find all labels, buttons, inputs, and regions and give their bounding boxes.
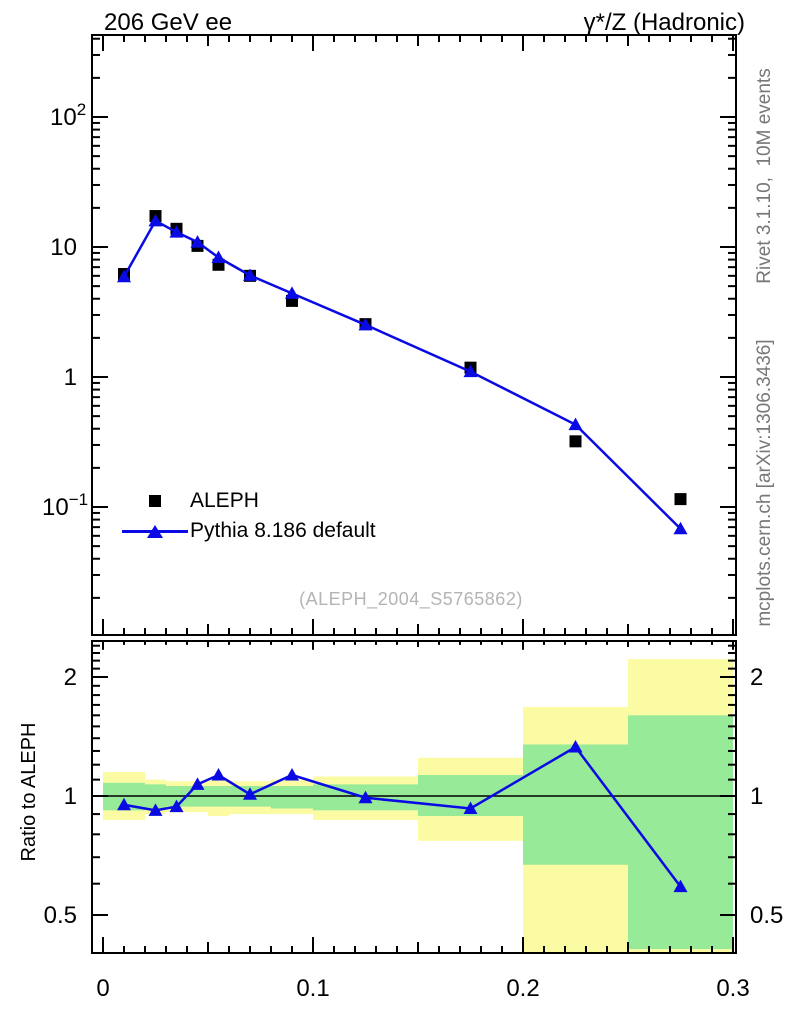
analysis-id-watermark: (ALEPH_2004_S5765862) <box>299 589 523 609</box>
ratio-band-green <box>523 744 628 865</box>
ratio-mc-point <box>463 801 478 814</box>
ratio-mc-point <box>148 803 163 816</box>
ratio-y-axis-label-right: 1 <box>750 783 763 810</box>
mc-point <box>169 225 184 238</box>
data-point-aleph <box>569 435 582 448</box>
plot-title-energy: 206 GeV ee <box>104 9 233 36</box>
ratio-band-green <box>628 715 733 950</box>
main-plot-frame <box>91 34 737 636</box>
black-square-marker-icon <box>122 488 188 514</box>
mcplots-attribution-note: mcplots.cern.ch [arXiv:1306.3436] <box>754 339 775 627</box>
y-axis-label: 10−1 <box>42 490 88 521</box>
ratio-y-axis-label-left: 2 <box>64 664 77 691</box>
legend: ALEPH Pythia 8.186 default <box>122 488 376 548</box>
x-axis-label: 0 <box>96 975 109 1002</box>
rivet-version-note: Rivet 3.1.10, 10M events <box>754 68 775 284</box>
mc-point <box>148 213 163 227</box>
ratio-y-axis-label-right: 0.5 <box>750 902 783 929</box>
ratio-mc-point <box>285 768 299 781</box>
mc-point <box>673 521 688 535</box>
mc-point <box>117 269 131 283</box>
ratio-mc-point <box>169 799 184 813</box>
ratio-mc-point <box>190 777 205 790</box>
legend-entry-data: ALEPH <box>122 488 376 514</box>
mc-point <box>285 286 299 299</box>
legend-label-aleph: ALEPH <box>190 489 259 512</box>
y-axis-label: 10 <box>50 234 77 261</box>
ratio-y-axis-label-left: 1 <box>64 783 77 810</box>
mc-point <box>568 417 583 431</box>
y-axis-label: 1 <box>64 364 77 391</box>
legend-entry-mc: Pythia 8.186 default <box>122 518 376 544</box>
data-point-aleph <box>674 493 687 506</box>
blue-triangle-line-marker-icon <box>122 518 188 544</box>
ratio-mc-point <box>117 797 131 811</box>
y-axis-label: 102 <box>50 100 86 131</box>
mc-line <box>122 219 682 530</box>
x-axis-label: 0.2 <box>506 975 539 1002</box>
ratio-mc-point <box>211 768 226 781</box>
ratio-mc-point <box>358 790 373 804</box>
mc-point <box>463 364 478 378</box>
plot-title-process: γ*/Z (Hadronic) <box>583 9 745 36</box>
ratio-y-axis-label-right: 2 <box>750 664 763 691</box>
ratio-axis-title: Ratio to ALEPH <box>18 722 40 862</box>
ratio-mc-point <box>568 740 583 753</box>
x-axis-label: 0.1 <box>296 975 329 1002</box>
mc-point <box>211 250 226 264</box>
mc-point <box>243 268 257 281</box>
ratio-mc-point <box>243 787 257 800</box>
x-axis-label: 0.3 <box>716 975 749 1002</box>
ratio-y-axis-label-left: 0.5 <box>44 902 77 929</box>
mc-point <box>190 235 205 248</box>
mc-point <box>358 317 373 331</box>
ratio-band-green <box>271 785 313 809</box>
ratio-mc-point <box>673 879 688 893</box>
legend-label-pythia: Pythia 8.186 default <box>190 519 376 542</box>
